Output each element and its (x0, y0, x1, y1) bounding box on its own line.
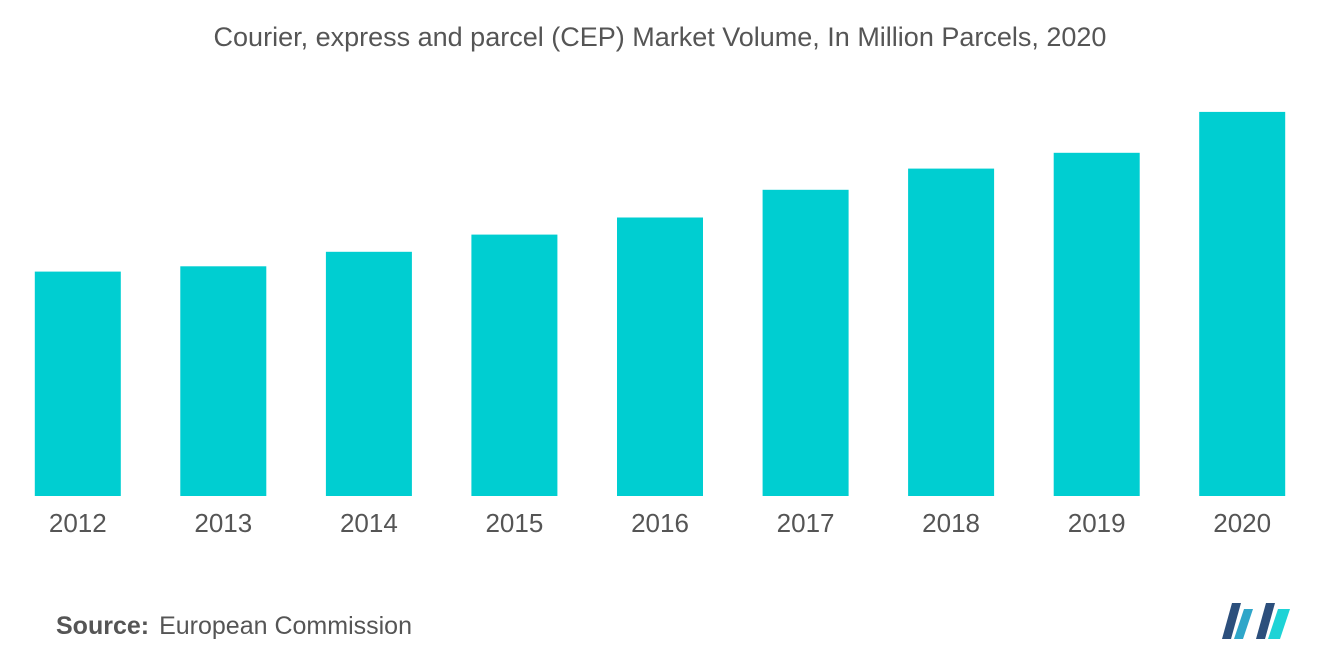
x-tick-label-2014: 2014 (340, 508, 398, 538)
bar-2019 (1053, 152, 1140, 497)
x-tick-labels-group: 2012 2013 2014 2015 2016 2017 2018 2019 2020 (49, 508, 1271, 538)
bar-2012 (34, 271, 121, 496)
bar-chart: 2012 2013 2014 2015 2016 2017 2018 2019 2020 (34, 111, 1286, 538)
source-label: Source: (56, 612, 150, 640)
chart-title: Courier, express and parcel (CEP) Market… (213, 22, 1107, 52)
bar-2017 (762, 189, 849, 497)
x-tick-label-2012: 2012 (49, 508, 107, 538)
bars-group (34, 111, 1286, 497)
x-tick-label-2018: 2018 (922, 508, 980, 538)
bar-2018 (908, 168, 995, 496)
mordor-intelligence-logo-icon (1222, 603, 1290, 639)
bar-2020 (1199, 111, 1286, 497)
source-note: Source: European Commission (56, 612, 412, 641)
x-tick-label-2019: 2019 (1068, 508, 1126, 538)
x-tick-label-2020: 2020 (1213, 508, 1271, 538)
x-tick-label-2015: 2015 (485, 508, 543, 538)
bar-2015 (471, 234, 558, 496)
bar-2013 (180, 266, 267, 496)
x-tick-label-2013: 2013 (194, 508, 252, 538)
x-tick-label-2017: 2017 (777, 508, 835, 538)
bar-2016 (617, 217, 703, 496)
x-tick-label-2016: 2016 (631, 508, 689, 538)
bar-2014 (325, 251, 412, 496)
source-value: European Commission (159, 612, 412, 640)
